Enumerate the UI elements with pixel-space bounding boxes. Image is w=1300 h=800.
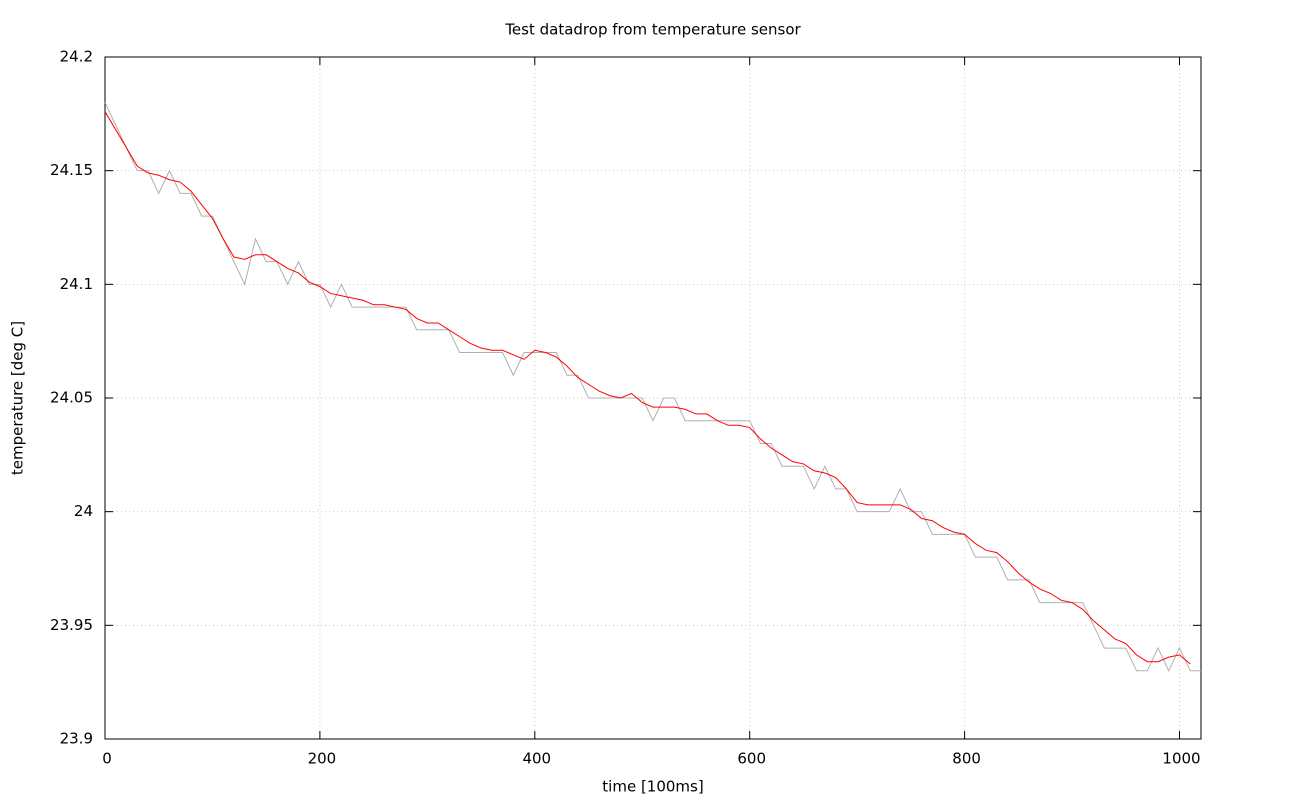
x-tick-label: 800 <box>952 750 981 768</box>
x-tick-label: 600 <box>737 750 766 768</box>
x-tick-label: 400 <box>522 750 551 768</box>
plot-frame <box>104 56 1202 740</box>
y-tick-label: 23.9 <box>60 730 93 748</box>
y-tick-label: 24.15 <box>50 161 93 179</box>
y-axis-label: temperature [deg C] <box>9 321 27 475</box>
y-tick-label: 24.2 <box>60 48 93 66</box>
series-line <box>104 111 1191 665</box>
x-tick-label: 0 <box>102 750 112 768</box>
y-tick-label: 24.1 <box>60 275 93 293</box>
y-tick-label: 24.05 <box>50 389 93 407</box>
x-axis-label: time [100ms] <box>602 778 703 796</box>
x-tick-label: 200 <box>308 750 337 768</box>
chart-title: Test datadrop from temperature sensor <box>504 21 801 39</box>
y-tick-label: 24 <box>74 502 93 520</box>
series-line <box>104 102 1201 672</box>
y-tick-label: 23.95 <box>50 616 93 634</box>
x-tick-label: 1000 <box>1162 750 1200 768</box>
